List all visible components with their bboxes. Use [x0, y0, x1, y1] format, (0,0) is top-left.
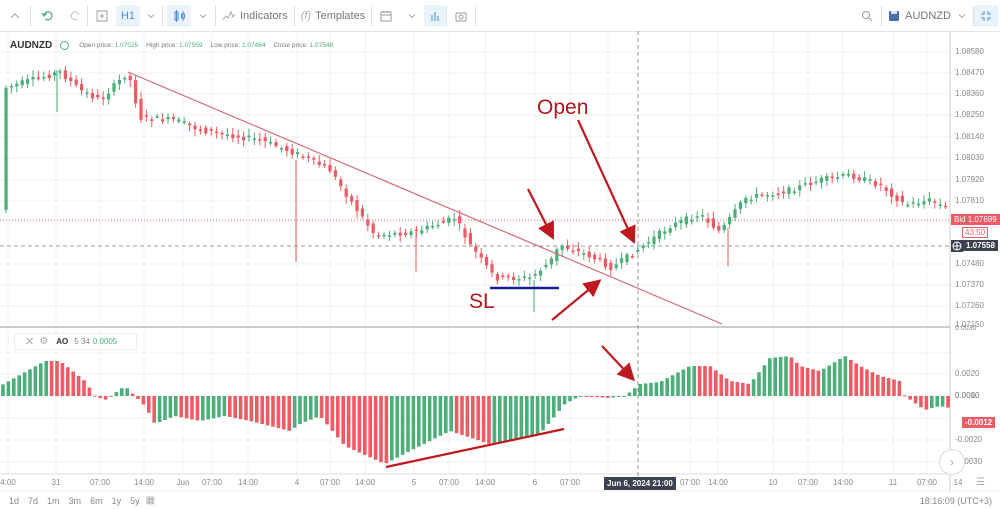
- time-tick: 5: [412, 478, 416, 487]
- open-label: Open price:: [79, 42, 113, 49]
- range-button-6m[interactable]: 6m: [90, 496, 103, 506]
- time-tick: 14: [954, 478, 963, 487]
- ao-legend: ✕ ⚙ AO 5 34 0.0005: [14, 333, 137, 350]
- price-legend: AUDNZD Open price: 1.07525 High price: 1…: [10, 40, 341, 51]
- range-button-7d[interactable]: 7d: [28, 496, 38, 506]
- price-tick: 1.08140: [955, 132, 984, 141]
- crosshair-plus-icon[interactable]: [951, 240, 963, 252]
- time-tick: 07:00: [680, 478, 700, 487]
- range-button-1y[interactable]: 1y: [112, 496, 122, 506]
- chevron-right-icon: ›: [950, 455, 954, 469]
- clock-icon: [60, 41, 69, 50]
- high-label: High price:: [146, 42, 177, 49]
- ao-params: 5 34: [74, 337, 90, 346]
- close-icon[interactable]: ✕: [25, 335, 34, 348]
- bottom-bar: 1d 7d 1m 3m 6m 1y 5y ▦ 18:16:09 (UTC+3): [0, 492, 1000, 509]
- bid-tag: Bid 1.07699: [951, 214, 1000, 225]
- price-tick: 1.07810: [955, 196, 984, 205]
- clock-time: 18:16:09 (UTC+3): [920, 496, 992, 506]
- close-value: 1.07548: [310, 42, 334, 49]
- crosshair-time-tag: Jun 6, 2024 21:00: [604, 477, 676, 490]
- trendline[interactable]: [128, 72, 722, 324]
- calendar-range-icon[interactable]: ▦: [146, 495, 155, 506]
- price-tick: 1.07370: [955, 280, 984, 289]
- open-value: 1.07525: [115, 42, 139, 49]
- low-value: 1.07484: [242, 42, 266, 49]
- ao-tick: 0.0000: [955, 391, 979, 400]
- range-button-5y[interactable]: 5y: [130, 496, 140, 506]
- sl-annotation: SL: [469, 290, 495, 313]
- range-button-1m[interactable]: 1m: [47, 496, 60, 506]
- time-tick: 07:00: [90, 478, 110, 487]
- range-button-3m[interactable]: 3m: [69, 496, 82, 506]
- open-annotation: Open: [537, 96, 588, 119]
- ao-current-tag: -0.0012: [962, 417, 995, 428]
- time-tick: 14:00: [833, 478, 853, 487]
- time-tick: Jun: [177, 478, 190, 487]
- price-tick: 1.07920: [955, 175, 984, 184]
- countdown-tag: 43:50: [962, 227, 988, 238]
- price-tick: 1.07480: [955, 259, 984, 268]
- price-tick: 1.08250: [955, 110, 984, 119]
- ao-tick: -0.0020: [955, 435, 982, 444]
- time-tick: 07:00: [320, 478, 340, 487]
- price-tick: 1.08360: [955, 89, 984, 98]
- time-tick: 14:00: [355, 478, 375, 487]
- crosshair-price-tag: 1.07558: [963, 240, 998, 251]
- time-tick: 07:00: [560, 478, 580, 487]
- close-label: Close price:: [273, 42, 307, 49]
- time-tick: 14:00: [708, 478, 728, 487]
- gear-icon[interactable]: ⚙: [39, 336, 48, 347]
- time-tick: 14:00: [238, 478, 258, 487]
- time-tick: 4: [295, 478, 299, 487]
- time-tick: 31: [52, 478, 61, 487]
- time-tick: 6: [533, 478, 537, 487]
- price-tick: 1.08470: [955, 68, 984, 77]
- high-value: 1.07559: [179, 42, 203, 49]
- ao-name: AO: [56, 337, 68, 346]
- ao-tick: 0.0020: [955, 369, 979, 378]
- low-label: Low price:: [211, 42, 241, 49]
- time-tick: 14:00: [134, 478, 154, 487]
- chart-canvas[interactable]: Open SL: [0, 0, 1000, 509]
- time-tick: 07:00: [917, 478, 937, 487]
- range-button-1d[interactable]: 1d: [9, 496, 19, 506]
- time-tick: 07:00: [798, 478, 818, 487]
- price-tick: 1.08030: [955, 153, 984, 162]
- price-tick: 1.08580: [955, 47, 984, 56]
- ao-value: 0.0005: [93, 337, 117, 346]
- scroll-to-latest-button[interactable]: ›: [939, 449, 965, 475]
- price-tick: 1.07260: [955, 301, 984, 310]
- legend-symbol: AUDNZD: [10, 40, 52, 51]
- time-tick: 10: [769, 478, 778, 487]
- axis-settings-icon[interactable]: ☰: [976, 477, 985, 488]
- time-tick: 4:00: [0, 478, 16, 487]
- time-tick: 11: [889, 478, 897, 487]
- time-tick: 07:00: [202, 478, 222, 487]
- time-tick: 14:00: [475, 478, 495, 487]
- time-tick: 07:00: [439, 478, 459, 487]
